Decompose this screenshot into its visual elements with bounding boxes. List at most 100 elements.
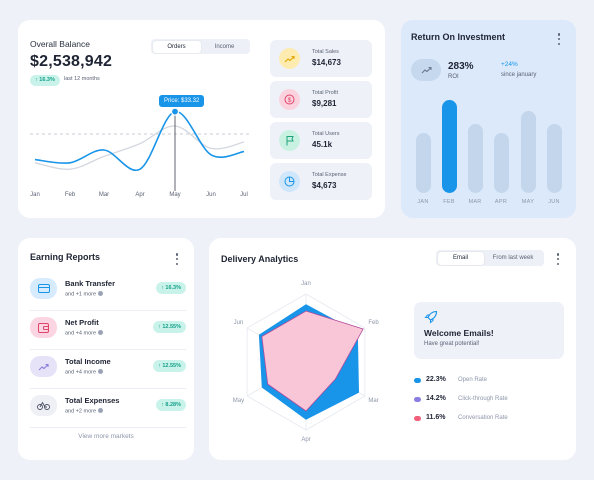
x-axis-label: May [169,192,181,198]
stat-value: $14,673 [312,58,341,67]
roi-bar-jun[interactable] [546,123,562,193]
stat-total-profit[interactable]: $ Total Profit $9,281 [270,81,372,118]
roi-month-label: APR [494,199,508,205]
balance-toggle: Orders Income [151,39,250,54]
stat-label: Total Profit [312,90,338,96]
stat-total-sales[interactable]: Total Sales $14,673 [270,40,372,77]
delivery-analytics-title: Delivery Analytics [221,254,299,264]
stat-label: Total Expense [312,172,347,178]
roi-month-label: MAY [521,199,535,205]
roi-value-label: ROI [448,74,459,80]
stat-label: Total Sales [312,49,339,55]
stat-total-expense[interactable]: Total Expense $4,673 [270,163,372,200]
info-icon [98,291,104,296]
price-line [34,110,245,172]
earning-reports-title: Earning Reports [30,252,101,262]
legend-value: 11.6% [426,414,446,421]
dollar-icon: $ [279,89,300,110]
earnings-menu-button[interactable] [171,252,183,266]
tab-orders[interactable]: Orders [152,40,201,53]
radar-series-secondary [261,310,364,412]
comparison-line [34,125,245,170]
info-icon [98,369,104,374]
stat-total-users[interactable]: Total Users 45.1k [270,122,372,159]
divider [30,388,186,389]
balance-line-chart [30,107,252,191]
legend-value: 14.2% [426,395,446,402]
delivery-menu-button[interactable] [552,252,564,266]
divider [30,310,186,311]
balance-amount: $2,538,942 [30,53,113,70]
balance-title: Overall Balance [30,39,91,49]
roi-bar-may[interactable] [520,110,536,193]
rocket-icon [424,310,438,329]
roi-value: 283% [448,61,474,72]
x-axis-label: Jul [240,192,248,198]
overall-balance-card: Overall Balance $2,538,942 ↑ 16.3% last … [18,20,385,218]
trend-up-icon [279,48,300,69]
delivery-toggle: Email From last week [436,250,544,266]
roi-month-label: JAN [417,199,429,205]
roi-bar-feb[interactable] [441,100,457,193]
info-icon [98,408,104,413]
tab-income[interactable]: Income [214,43,235,50]
radar-axis-label: Apr [301,437,311,443]
roi-month-label: JUN [548,199,560,205]
stat-value: $9,281 [312,99,337,108]
welcome-emails-panel: Welcome Emails! Have great potential! [414,302,564,359]
legend-label: Open Rate [458,377,488,383]
x-axis-label: Feb [64,192,76,198]
radar-axis-label: Mar [368,398,379,404]
roi-bar-apr[interactable] [493,133,509,193]
price-tooltip: Price: $33.32 [159,95,205,107]
earning-item-more: and +4 more [65,369,104,376]
stat-value: 45.1k [312,140,333,149]
x-axis-label: Mar [98,192,110,198]
delivery-analytics-card: Delivery Analytics Email From last week … [209,238,576,460]
tab-email[interactable]: Email [437,251,484,265]
earning-item-name: Total Income [65,357,111,366]
earning-item-name: Net Profit [65,318,99,327]
tab-from-last-week[interactable]: From last week [492,254,534,261]
legend-dot [414,397,421,402]
flag-icon [279,130,300,151]
roi-bar-mar[interactable] [467,123,483,193]
earning-item-total-expenses[interactable]: Total Expenses and +2 more ↑ 8.28% [30,389,186,428]
roi-change: +24% [501,61,518,68]
earning-item-bank-transfer[interactable]: Bank Transfer and +1 more ↑ 16.3% [30,272,186,311]
x-axis-label: Jan [30,192,40,198]
divider [30,349,186,350]
view-more-markets-link[interactable]: View more markets [78,433,134,440]
pie-icon [279,171,300,192]
legend-dot [414,378,421,383]
roi-change-label: since january [501,72,537,78]
earning-item-net-profit[interactable]: Net Profit and +4 more ↑ 12.55% [30,311,186,350]
welcome-title: Welcome Emails! [424,328,494,338]
radar-axis-label: Feb [368,320,379,326]
earning-item-more: and +1 more [65,291,104,298]
roi-card: Return On Investment 283% ROI +24% since… [401,20,576,218]
roi-menu-button[interactable] [553,32,565,46]
roi-month-label: FEB [443,199,455,205]
earning-item-total-income[interactable]: Total Income and +4 more ↑ 12.55% [30,350,186,389]
earning-item-badge: ↑ 16.3% [156,282,186,294]
hover-point[interactable] [170,107,180,116]
delivery-radar-chart [246,293,366,431]
legend-label: Conversation Rate [458,415,508,421]
trend-up-icon [411,59,441,81]
earning-reports-card: Earning Reports Bank Transfer and +1 mor… [18,238,194,460]
earning-item-name: Bank Transfer [65,279,116,288]
welcome-subtitle: Have great potential! [424,341,480,347]
roi-bar-jan[interactable] [415,133,431,193]
bicycle-icon [30,395,57,416]
earning-item-badge: ↑ 12.55% [153,360,186,372]
legend-label: Click-through Rate [458,396,508,402]
radar-axis-label: Jan [301,281,311,287]
stat-label: Total Users [312,131,340,137]
legend-dot [414,416,421,421]
earning-item-more: and +2 more [65,408,104,415]
trend-up-icon [30,356,57,377]
legend-value: 22.3% [426,376,446,383]
earning-item-badge: ↑ 12.55% [153,321,186,333]
earning-item-more: and +4 more [65,330,104,337]
